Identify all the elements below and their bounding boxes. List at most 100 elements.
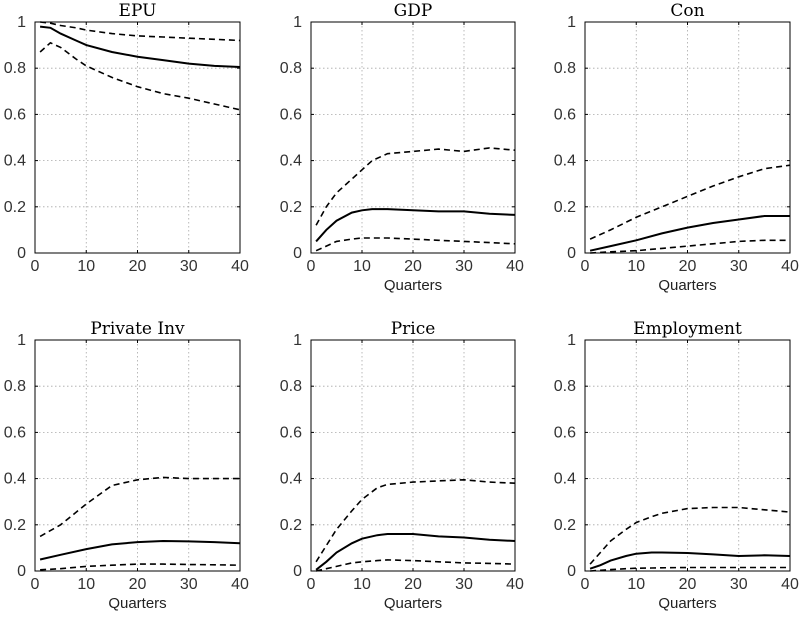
y-tick-label: 0.8 bbox=[554, 60, 576, 77]
panel-title: EPU bbox=[119, 1, 157, 21]
x-tick-label: 40 bbox=[506, 258, 524, 275]
y-tick-label: 0.4 bbox=[280, 471, 302, 488]
median-line bbox=[589, 215, 790, 252]
y-tick-label: 0.4 bbox=[554, 471, 576, 488]
x-tick-label: 20 bbox=[404, 258, 422, 275]
x-tick-label: 0 bbox=[581, 576, 590, 593]
median-line bbox=[315, 533, 516, 571]
lower-band-line bbox=[40, 563, 241, 571]
x-axis-label: Quarters bbox=[108, 595, 166, 612]
y-tick-label: 0.8 bbox=[280, 378, 302, 395]
upper-band-line bbox=[589, 506, 791, 565]
lower-band-line bbox=[590, 239, 790, 254]
lower-band-line bbox=[315, 237, 516, 252]
x-tick-label: 20 bbox=[129, 576, 147, 593]
y-tick-label: 0.2 bbox=[280, 199, 302, 216]
x-tick-label: 30 bbox=[730, 576, 748, 593]
y-tick-label: 0.8 bbox=[280, 60, 302, 77]
y-tick-label: 0.2 bbox=[4, 517, 26, 534]
y-tick-label: 0.2 bbox=[280, 517, 302, 534]
y-tick-label: 0.4 bbox=[280, 153, 302, 170]
panel-1: 0 10 20 30 40 0 0.2 0.4 0.6 0.8 1 EPU bbox=[4, 1, 249, 275]
y-tick-label: 0.6 bbox=[4, 424, 26, 441]
x-axis-label: Quarters bbox=[384, 277, 442, 294]
panel-title: Con bbox=[670, 1, 704, 21]
y-tick-label: 0.4 bbox=[4, 471, 26, 488]
median-line bbox=[589, 551, 791, 570]
y-tick-label: 0.4 bbox=[4, 153, 26, 170]
x-axis-label: Quarters bbox=[384, 595, 442, 612]
y-tick-label: 0 bbox=[293, 245, 302, 262]
upper-band-line bbox=[39, 476, 240, 538]
y-tick-label: 0.2 bbox=[554, 517, 576, 534]
y-tick-label: 0.6 bbox=[554, 106, 576, 123]
y-tick-label: 0.8 bbox=[4, 378, 26, 395]
panel-3: 0 10 20 30 40 0 0.2 0.4 0.6 0.8 1 Con Quarters bbox=[554, 1, 799, 294]
x-tick-label: 10 bbox=[627, 576, 645, 593]
x-axis-label: Quarters bbox=[658, 595, 716, 612]
x-tick-label: 10 bbox=[353, 258, 371, 275]
upper-band-line bbox=[589, 164, 791, 240]
x-tick-label: 40 bbox=[231, 258, 249, 275]
y-tick-label: 0.2 bbox=[554, 199, 576, 216]
panel-5: 0 10 20 30 40 0 0.2 0.4 0.6 0.8 1 Price Quarters bbox=[280, 319, 524, 612]
x-tick-label: 30 bbox=[455, 576, 473, 593]
y-tick-label: 0.2 bbox=[4, 199, 26, 216]
x-tick-label: 0 bbox=[581, 258, 590, 275]
x-tick-label: 40 bbox=[231, 576, 249, 593]
y-tick-label: 0 bbox=[567, 563, 576, 580]
x-tick-label: 10 bbox=[77, 576, 95, 593]
x-tick-label: 10 bbox=[627, 258, 645, 275]
y-tick-label: 1 bbox=[293, 14, 302, 31]
y-tick-label: 0.4 bbox=[554, 153, 576, 170]
x-tick-label: 0 bbox=[31, 258, 40, 275]
y-tick-label: 0.6 bbox=[280, 424, 302, 441]
x-tick-label: 20 bbox=[679, 258, 697, 275]
x-tick-label: 30 bbox=[730, 258, 748, 275]
panel-6: 0 10 20 30 40 0 0.2 0.4 0.6 0.8 1 Employment Quarter… bbox=[554, 319, 799, 612]
x-tick-label: 0 bbox=[31, 576, 40, 593]
panel-title: Price bbox=[391, 319, 436, 339]
y-tick-label: 0 bbox=[293, 563, 302, 580]
y-tick-label: 1 bbox=[17, 332, 26, 349]
y-tick-label: 0.6 bbox=[554, 424, 576, 441]
y-tick-label: 0.6 bbox=[280, 106, 302, 123]
x-tick-label: 20 bbox=[679, 576, 697, 593]
panel-title: Private Inv bbox=[90, 319, 185, 339]
x-tick-label: 0 bbox=[307, 258, 316, 275]
lower-band-line bbox=[590, 566, 790, 572]
y-tick-label: 0 bbox=[567, 245, 576, 262]
panel-title: GDP bbox=[394, 1, 433, 21]
y-tick-label: 1 bbox=[567, 332, 576, 349]
y-tick-label: 1 bbox=[293, 332, 302, 349]
panel-title: Employment bbox=[633, 319, 742, 339]
x-tick-label: 0 bbox=[307, 576, 316, 593]
median-line bbox=[315, 208, 516, 243]
x-tick-label: 40 bbox=[506, 576, 524, 593]
upper-band-line bbox=[315, 147, 516, 226]
y-tick-label: 0.8 bbox=[554, 378, 576, 395]
y-tick-label: 1 bbox=[17, 14, 26, 31]
x-tick-label: 20 bbox=[404, 576, 422, 593]
x-tick-label: 20 bbox=[129, 258, 147, 275]
panel-2: 0 10 20 30 40 0 0.2 0.4 0.6 0.8 1 GDP Quarters bbox=[280, 1, 524, 294]
lower-band-line bbox=[315, 559, 516, 572]
y-tick-label: 0.6 bbox=[4, 106, 26, 123]
y-tick-label: 1 bbox=[567, 14, 576, 31]
upper-band-line bbox=[315, 478, 516, 563]
y-tick-label: 0 bbox=[17, 563, 26, 580]
x-tick-label: 30 bbox=[180, 258, 198, 275]
x-tick-label: 10 bbox=[77, 258, 95, 275]
y-tick-label: 0.8 bbox=[4, 60, 26, 77]
x-axis-label: Quarters bbox=[658, 277, 716, 294]
y-tick-label: 0 bbox=[17, 245, 26, 262]
lower-band-line bbox=[39, 41, 241, 111]
upper-band-line bbox=[40, 21, 241, 42]
median-line bbox=[39, 539, 241, 561]
x-tick-label: 10 bbox=[353, 576, 371, 593]
x-tick-label: 40 bbox=[781, 258, 799, 275]
x-tick-label: 30 bbox=[180, 576, 198, 593]
x-tick-label: 40 bbox=[781, 576, 799, 593]
x-tick-label: 30 bbox=[455, 258, 473, 275]
